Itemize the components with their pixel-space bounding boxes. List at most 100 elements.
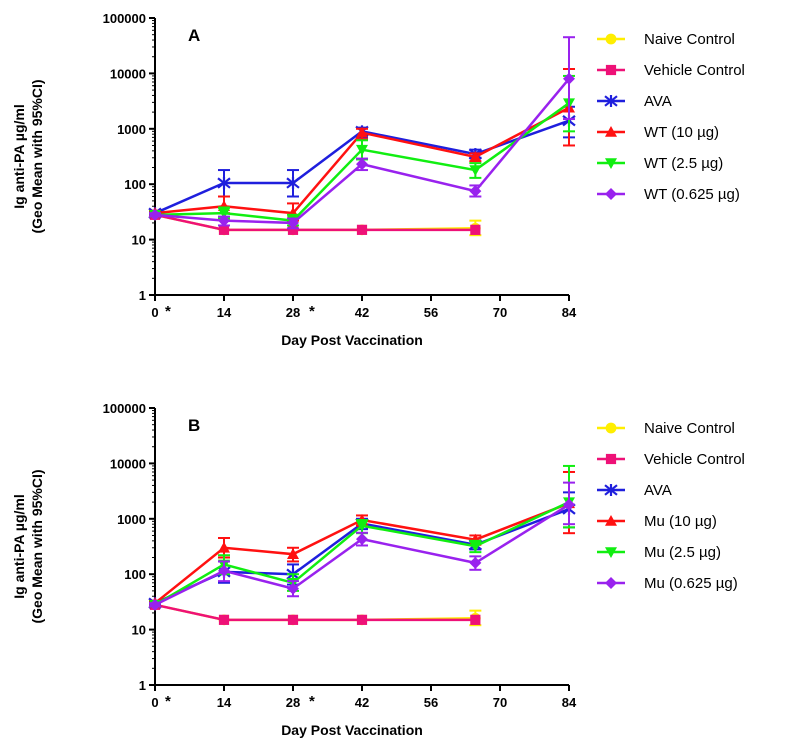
y-axis-label-2: (Geo Mean with 95%CI) xyxy=(29,79,45,233)
data-point xyxy=(563,498,575,511)
series-4 xyxy=(149,74,575,227)
legend-marker xyxy=(605,515,617,526)
series-line xyxy=(154,106,570,215)
data-point xyxy=(287,582,299,595)
data-point xyxy=(469,556,482,569)
significance-star: * xyxy=(165,693,171,710)
y-tick-label: 1 xyxy=(139,678,146,693)
data-point xyxy=(287,216,299,229)
data-point xyxy=(470,614,481,625)
series-1 xyxy=(149,599,481,625)
data-point xyxy=(469,150,482,162)
x-tick-label: 14 xyxy=(217,305,232,320)
x-tick-label: 0 xyxy=(151,695,158,710)
legend-item: Mu (0.625 µg) xyxy=(597,575,738,592)
legend-item: WT (10 µg) xyxy=(597,124,719,141)
significance-star: * xyxy=(309,693,315,710)
data-point xyxy=(217,177,231,190)
legend-item: Vehicle Control xyxy=(597,451,745,468)
legend-label: WT (0.625 µg) xyxy=(644,186,740,203)
data-point xyxy=(218,564,230,577)
legend-marker xyxy=(605,64,617,76)
series-line xyxy=(154,77,570,225)
y-tick-label: 100 xyxy=(124,177,146,192)
legend-marker xyxy=(605,33,617,45)
x-tick-label: 56 xyxy=(424,305,438,320)
legend-marker xyxy=(605,453,617,465)
x-axis-label: Day Post Vaccination xyxy=(281,722,423,738)
legend-item: Naive Control xyxy=(597,31,735,48)
series-line xyxy=(154,500,570,606)
data-point xyxy=(356,144,368,156)
legend-label: WT (10 µg) xyxy=(644,124,719,141)
y-axis-label: Ig anti-PA µg/ml xyxy=(11,104,27,209)
data-point xyxy=(356,533,368,546)
x-tick-label: 0 xyxy=(151,305,158,320)
legend-item: Mu (2.5 µg) xyxy=(597,544,721,561)
data-point xyxy=(469,165,482,177)
y-axis-label: Ig anti-PA µg/ml xyxy=(11,494,27,599)
x-tick-label: 42 xyxy=(355,695,369,710)
data-point xyxy=(356,158,368,171)
x-tick-label: 56 xyxy=(424,695,438,710)
chart-panel-b: 1 10 100 1000 10000 100000 0 14 28 42 56 70 84 * * Day … xyxy=(11,401,745,738)
data-point xyxy=(563,72,575,85)
legend-item: Vehicle Control xyxy=(597,62,745,79)
series-2 xyxy=(148,491,576,610)
series-5 xyxy=(149,481,575,611)
y-tick-label: 100 xyxy=(124,567,146,582)
legend-label: Naive Control xyxy=(644,420,735,437)
series-line xyxy=(154,213,476,232)
data-point xyxy=(469,185,482,198)
series-line xyxy=(154,213,476,232)
legend-label: WT (2.5 µg) xyxy=(644,155,723,172)
x-tick-label: 14 xyxy=(217,695,232,710)
series-line xyxy=(154,503,570,606)
x-tick-label: 84 xyxy=(562,695,577,710)
legend-label: Mu (10 µg) xyxy=(644,513,717,530)
series-5 xyxy=(149,36,575,230)
series-0 xyxy=(149,599,482,627)
legend-marker xyxy=(605,422,617,434)
panel-label: A xyxy=(188,26,200,45)
data-point xyxy=(286,177,300,190)
series-line xyxy=(154,502,570,605)
legend-item: WT (2.5 µg) xyxy=(597,155,723,172)
y-tick-label: 10 xyxy=(132,233,146,248)
y-tick-label: 10000 xyxy=(110,66,146,81)
panel-label: B xyxy=(188,416,200,435)
legend-label: AVA xyxy=(644,93,672,110)
legend-item: WT (0.625 µg) xyxy=(597,186,740,203)
series-line xyxy=(154,603,476,622)
legend-label: Vehicle Control xyxy=(644,451,745,468)
x-tick-label: 42 xyxy=(355,305,369,320)
data-point xyxy=(218,541,230,553)
data-point xyxy=(356,126,368,138)
legend-label: Mu (2.5 µg) xyxy=(644,544,721,561)
legend-marker xyxy=(605,126,617,137)
x-tick-label: 28 xyxy=(286,695,300,710)
legend-marker xyxy=(605,547,617,558)
significance-star: * xyxy=(165,303,171,320)
y-tick-label: 1000 xyxy=(117,512,146,527)
data-point xyxy=(287,224,299,235)
legend-label: Mu (0.625 µg) xyxy=(644,575,738,592)
data-point xyxy=(218,224,230,235)
legend-marker xyxy=(605,158,617,169)
data-point xyxy=(356,614,368,625)
series-line xyxy=(154,603,476,622)
x-axis-label: Day Post Vaccination xyxy=(281,332,423,348)
y-tick-label: 10000 xyxy=(110,456,146,471)
y-axis-label-2: (Geo Mean with 95%CI) xyxy=(29,469,45,623)
x-tick-label: 28 xyxy=(286,305,300,320)
legend-label: AVA xyxy=(644,482,672,499)
y-tick-label: 100000 xyxy=(103,11,146,26)
legend-marker xyxy=(605,188,617,200)
data-point xyxy=(218,614,230,625)
legend-item: Naive Control xyxy=(597,420,735,437)
y-tick-label: 100000 xyxy=(103,401,146,416)
y-tick-label: 1 xyxy=(139,288,146,303)
x-tick-label: 70 xyxy=(493,305,507,320)
chart-panel-a: 1 10 100 1000 10000 100000 0 14 28 42 56 70 84 * * Day … xyxy=(11,11,745,348)
legend-label: Vehicle Control xyxy=(644,62,745,79)
